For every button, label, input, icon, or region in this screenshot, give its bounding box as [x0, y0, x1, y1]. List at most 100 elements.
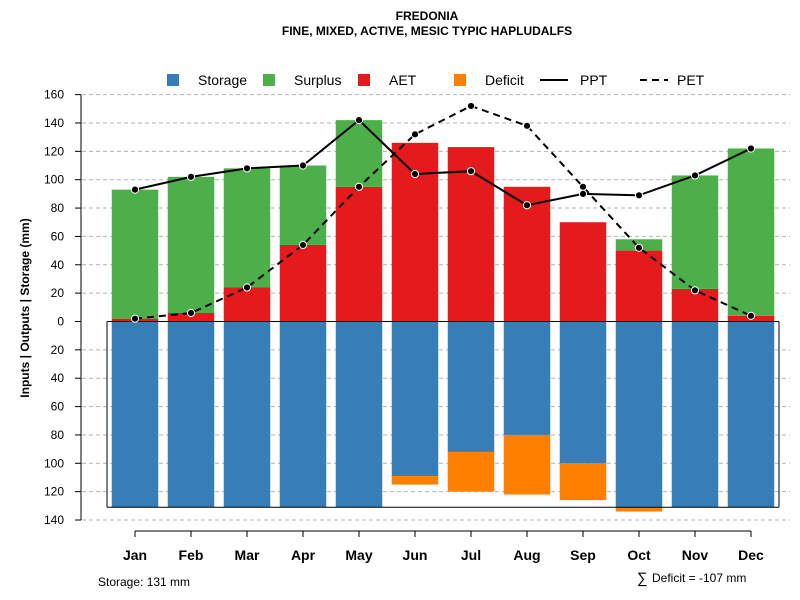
aet-bar-feb	[167, 312, 215, 322]
pet-point-jul	[466, 101, 476, 111]
storage-bar-oct	[615, 321, 663, 508]
y-tick-label: 20	[51, 286, 65, 300]
pet-point-nov	[690, 286, 700, 295]
deficit-bar-sep	[559, 463, 607, 501]
aet-bar-jul	[447, 147, 495, 322]
surplus-bar-jan	[111, 189, 159, 319]
pet-point-mar	[242, 283, 252, 292]
month-label-oct: Oct	[627, 547, 651, 563]
y-tick-label: 140	[44, 513, 64, 527]
legend-label-storage: Storage	[198, 72, 247, 88]
pet-point-apr	[298, 240, 308, 250]
deficit-bar-jun	[391, 476, 439, 485]
ppt-point-jun	[410, 169, 420, 179]
pet-line	[134, 104, 752, 320]
chart-title: FREDONIA	[396, 9, 459, 23]
y-tick-label: 100	[44, 173, 64, 187]
y-tick-label: 60	[51, 229, 65, 243]
legend-label-aet: AET	[389, 72, 417, 88]
axes-layer: 160 140 120 100 80 60 40 20 0 20 40 60 80 100 120 140 Ja…	[44, 88, 764, 563]
ppt-point-may	[354, 116, 364, 125]
y-tick-label: 140	[44, 116, 64, 130]
ppt-point-aug	[522, 201, 532, 210]
pet-point-feb	[186, 308, 196, 318]
legend-swatch-aet	[358, 74, 370, 86]
legend-label-ppt: PPT	[580, 72, 608, 88]
deficit-bar-oct	[615, 507, 663, 512]
y-tick-label: 100	[44, 456, 64, 470]
pet-point-sep	[578, 182, 588, 191]
surplus-bar-mar	[223, 168, 271, 288]
legend-label-pet: PET	[677, 72, 705, 88]
y-axis-label: Inputs | Outputs | Storage (mm)	[18, 218, 32, 397]
storage-bar-aug	[503, 321, 551, 435]
legend-swatch-deficit	[454, 74, 466, 86]
aet-bar-may	[335, 186, 383, 322]
aet-bar-oct	[615, 250, 663, 322]
pet-point-oct	[634, 243, 644, 252]
storage-bar-jun	[391, 321, 439, 477]
legend-swatch-storage	[167, 74, 179, 86]
y-tick-label: 80	[51, 201, 65, 215]
storage-bar-sep	[559, 321, 607, 464]
storage-bar-may	[335, 321, 383, 508]
deficit-sum-symbol: ∑	[637, 570, 648, 587]
storage-bar-nov	[671, 321, 719, 508]
storage-bar-mar	[223, 321, 271, 508]
pet-point-aug	[522, 121, 532, 130]
ppt-point-sep	[578, 189, 588, 198]
month-label-mar: Mar	[235, 547, 260, 563]
month-label-sep: Sep	[570, 547, 596, 563]
lines-layer	[106, 101, 780, 508]
y-tick-label: 60	[51, 400, 65, 414]
surplus-bar-feb	[167, 176, 215, 313]
surplus-bar-may	[335, 120, 383, 187]
month-label-nov: Nov	[682, 547, 709, 563]
legend-swatch-surplus	[263, 74, 275, 86]
storage-bar-dec	[727, 321, 775, 508]
ppt-point-jan	[130, 185, 140, 194]
ppt-point-dec	[746, 144, 756, 153]
y-tick-label: 0	[57, 315, 64, 329]
month-label-aug: Aug	[513, 547, 540, 563]
legend-label-deficit: Deficit	[485, 72, 524, 88]
ppt-point-feb	[186, 172, 196, 181]
month-label-jul: Jul	[461, 547, 481, 563]
storage-bar-jan	[111, 321, 159, 508]
ppt-line	[134, 118, 752, 207]
surplus-bar-apr	[279, 165, 327, 245]
storage-bar-apr	[279, 321, 327, 508]
y-tick-label: 120	[44, 144, 64, 158]
storage-bar-feb	[167, 321, 215, 508]
month-label-feb: Feb	[179, 547, 204, 563]
pet-point-may	[354, 182, 364, 191]
y-tick-label: 80	[51, 428, 65, 442]
pet-point-jun	[410, 130, 420, 139]
y-tick-label: 40	[51, 371, 65, 385]
storage-footnote: Storage: 131 mm	[98, 575, 190, 589]
ppt-point-mar	[242, 164, 252, 173]
storage-bar-jul	[447, 321, 495, 452]
chart-legend: Storage Surplus AET Deficit PPT PET	[167, 72, 705, 88]
chart-subtitle: FINE, MIXED, ACTIVE, MESIC TYPIC HAPLUDA…	[282, 24, 572, 38]
aet-bar-mar	[223, 287, 271, 322]
month-label-apr: Apr	[291, 547, 316, 563]
deficit-bar-jul	[447, 451, 495, 492]
ppt-point-apr	[298, 161, 308, 170]
pet-point-dec	[746, 311, 756, 320]
y-tick-label: 160	[44, 88, 64, 102]
month-label-dec: Dec	[738, 547, 764, 563]
legend-label-surplus: Surplus	[294, 72, 341, 88]
y-tick-label: 40	[51, 258, 65, 272]
deficit-bar-aug	[503, 434, 551, 495]
surplus-bar-nov	[671, 175, 719, 289]
deficit-footnote: Deficit = -107 mm	[652, 571, 746, 585]
bars-layer	[111, 120, 775, 512]
month-label-may: May	[345, 547, 372, 563]
y-tick-label: 120	[44, 485, 64, 499]
aet-bar-sep	[559, 222, 607, 322]
ppt-point-jul	[466, 167, 476, 176]
aet-bar-jun	[391, 142, 439, 322]
ppt-point-oct	[634, 191, 644, 200]
